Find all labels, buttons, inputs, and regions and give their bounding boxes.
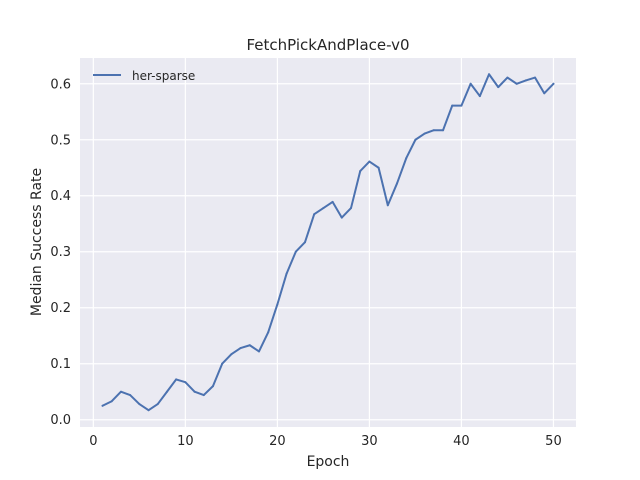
legend: her-sparse (93, 69, 195, 83)
data-point (267, 331, 270, 334)
data-point (469, 82, 472, 85)
data-point (451, 104, 454, 107)
legend-label-her-sparse: her-sparse (132, 69, 195, 83)
x-tick-label: 20 (269, 434, 286, 449)
data-point (432, 129, 435, 132)
data-point (193, 390, 196, 393)
data-point (396, 182, 399, 185)
data-point (165, 390, 168, 393)
data-point (377, 166, 380, 169)
y-tick-label: 0.2 (50, 301, 71, 316)
data-point (359, 170, 362, 173)
data-point (184, 381, 187, 384)
data-point (276, 303, 279, 306)
data-point (303, 241, 306, 244)
series-line-her-sparse (101, 73, 555, 412)
data-point (257, 350, 260, 353)
data-point (211, 385, 214, 388)
x-tick-label: 40 (453, 434, 470, 449)
data-point (322, 207, 325, 210)
data-point (405, 157, 408, 160)
data-point (202, 394, 205, 397)
x-tick-label: 0 (89, 434, 97, 449)
data-point (156, 403, 159, 406)
plot-background (80, 58, 576, 427)
chart-title: FetchPickAndPlace-v0 (246, 36, 409, 54)
data-point (138, 403, 141, 406)
data-point (478, 95, 481, 98)
data-point (313, 213, 316, 216)
x-tick-label: 10 (177, 434, 194, 449)
x-tick-label: 50 (545, 434, 562, 449)
data-point (340, 216, 343, 219)
x-tick-label: 30 (361, 434, 378, 449)
x-tick-labels: 0 10 20 30 40 50 (89, 434, 562, 449)
data-point (423, 132, 426, 135)
y-tick-labels: 0.0 0.1 0.2 0.3 0.4 0.5 0.6 (50, 77, 71, 428)
data-point (552, 82, 555, 85)
data-point (110, 400, 113, 403)
y-tick-label: 0.6 (50, 77, 71, 92)
x-axis-label: Epoch (307, 454, 350, 470)
y-axis-label: Median Success Rate (29, 168, 45, 316)
y-tick-label: 0.1 (50, 357, 71, 372)
data-point (497, 86, 500, 89)
data-point (460, 104, 463, 107)
data-point (368, 160, 371, 163)
data-point (488, 73, 491, 76)
y-tick-label: 0.5 (50, 133, 71, 148)
data-point (285, 272, 288, 275)
data-point (442, 129, 445, 132)
series-group (101, 73, 555, 412)
data-point (101, 404, 104, 407)
data-point (386, 204, 389, 207)
data-point (248, 344, 251, 347)
data-point (175, 378, 178, 381)
data-point (221, 362, 224, 365)
data-point (506, 76, 509, 79)
data-point (414, 138, 417, 141)
data-point (129, 394, 132, 397)
data-point (147, 409, 150, 412)
data-point (331, 200, 334, 203)
data-point (543, 92, 546, 95)
grid-lines (80, 58, 576, 427)
data-point (294, 250, 297, 253)
data-point (515, 82, 518, 85)
y-tick-label: 0.4 (50, 189, 71, 204)
data-point (524, 79, 527, 82)
data-point (350, 207, 353, 210)
data-point (230, 353, 233, 356)
data-point (534, 76, 537, 79)
y-tick-label: 0.0 (50, 413, 71, 428)
data-point (119, 390, 122, 393)
data-point (239, 347, 242, 350)
y-tick-label: 0.3 (50, 245, 71, 260)
